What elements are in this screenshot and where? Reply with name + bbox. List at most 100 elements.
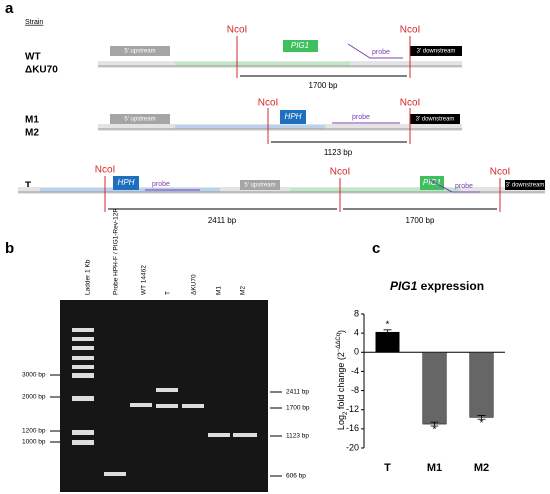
band — [72, 365, 94, 369]
strain-header: Strain — [25, 19, 43, 26]
feature-box — [505, 180, 545, 190]
size: 1000 bp — [22, 439, 46, 446]
lane: M2 — [240, 286, 247, 295]
x-tick-label: M1 — [427, 462, 442, 474]
annotation: * — [433, 425, 437, 436]
bar — [422, 352, 447, 425]
gene-region — [290, 188, 460, 192]
size: 606 bp — [286, 473, 306, 480]
panel-label: a — [5, 0, 14, 17]
error-bar — [430, 421, 439, 427]
site: NcoI — [400, 98, 421, 109]
feature: 5' upstream — [244, 183, 275, 189]
band — [72, 440, 94, 445]
lane: M1 — [216, 286, 223, 295]
lane: ΔKU70 — [191, 274, 198, 295]
y-tick-label: 0 — [354, 347, 359, 357]
feature: 3' downstream — [417, 49, 456, 55]
fragment: 1700 bp — [309, 81, 338, 90]
panel-label: b — [5, 240, 14, 257]
chart-title: PIG1 expression — [390, 279, 484, 293]
feature-box — [280, 110, 306, 124]
feature-box — [410, 114, 460, 124]
site: NcoI — [258, 98, 279, 109]
probe-line — [347, 43, 403, 59]
site: NcoI — [330, 167, 351, 178]
y-tick-label: 8 — [354, 308, 359, 318]
band — [104, 472, 126, 476]
bands — [72, 328, 257, 476]
probe-line — [429, 179, 480, 193]
feature-box — [283, 40, 318, 52]
feature: probe — [152, 181, 170, 188]
fragment: 2411 bp — [208, 216, 237, 225]
feature: probe — [352, 114, 370, 121]
y-axis-label: Log2 fold change (2−ΔΔCq) — [336, 330, 349, 430]
plot: 8 4 0 -4 -8 -12 -16 -20 T * M1 * M2 * — [346, 308, 505, 474]
gel — [60, 300, 268, 492]
feature-box — [420, 176, 444, 190]
lane: T — [165, 291, 172, 295]
band — [156, 404, 178, 408]
site: NcoI — [95, 165, 116, 176]
fragment: 1123 bp — [324, 148, 353, 157]
panel-label: c — [372, 240, 380, 257]
band — [72, 356, 94, 360]
band — [72, 373, 94, 378]
annotation: * — [480, 418, 484, 429]
size: 2000 bp — [22, 394, 46, 401]
feature: PIG1 — [423, 178, 441, 187]
band — [182, 404, 204, 408]
size: 1123 bp — [286, 433, 309, 440]
strain: M1 — [25, 115, 39, 126]
band — [233, 433, 257, 437]
ylabel-part: 2 — [343, 411, 349, 415]
lane-labels: Ladder 1 Kb Probe HPH-F / PIG1-Rev-12R W… — [85, 208, 247, 295]
strain: T — [25, 181, 31, 192]
ylabel-part: fold change (2 — [336, 352, 346, 412]
fragment: 1700 bp — [406, 216, 435, 225]
error-bar — [477, 415, 486, 420]
feature: 3' downstream — [416, 117, 455, 123]
feature-box — [110, 114, 170, 124]
annotation: * — [386, 319, 390, 330]
x-tick-label: M2 — [474, 462, 489, 474]
y-tick-label: 4 — [354, 328, 359, 338]
ylabel-part: −ΔΔCq — [336, 333, 342, 352]
bar — [469, 352, 494, 418]
feature: probe — [455, 183, 473, 190]
size: 2411 bp — [286, 389, 309, 396]
y-tick-label: -12 — [346, 404, 359, 414]
size: 3000 bp — [22, 372, 46, 379]
error-bar — [383, 329, 392, 335]
site: NcoI — [400, 25, 421, 36]
band — [72, 337, 94, 341]
band — [208, 433, 230, 437]
y-tick-label: -8 — [351, 385, 359, 395]
band — [130, 403, 152, 407]
band — [156, 388, 178, 392]
gene-region — [175, 125, 325, 129]
lane: Ladder 1 Kb — [85, 259, 92, 295]
feature-box — [410, 46, 462, 56]
feature: HPH — [118, 178, 135, 187]
y-tick-label: -16 — [346, 423, 359, 433]
band — [72, 346, 94, 350]
site: NcoI — [490, 167, 511, 178]
title-part: expression — [417, 279, 484, 293]
band — [72, 430, 94, 435]
strain: WT — [25, 52, 41, 63]
lane: WT 14462 — [141, 265, 148, 295]
ylabel-part: Log — [336, 415, 346, 430]
strain: ΔKU70 — [25, 65, 58, 76]
size: 1200 bp — [22, 428, 46, 435]
title-part: PIG1 — [390, 279, 418, 293]
strain: M2 — [25, 128, 39, 139]
y-tick-label: -4 — [351, 366, 359, 376]
site: NcoI — [227, 25, 248, 36]
size-markers: 3000 bp 2000 bp 1200 bp 1000 bp 2411 bp … — [22, 372, 310, 480]
x-tick-label: T — [384, 462, 391, 474]
feature-box — [113, 176, 139, 190]
feature: HPH — [285, 112, 302, 121]
band — [72, 396, 94, 401]
